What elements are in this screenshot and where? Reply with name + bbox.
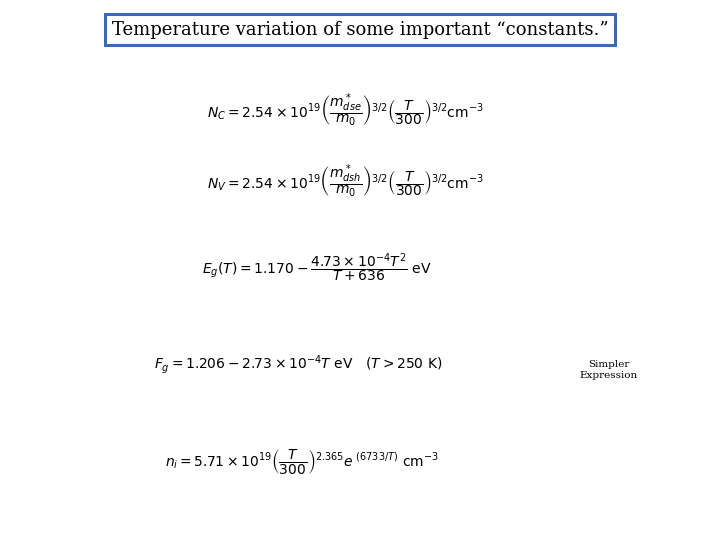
Text: Temperature variation of some important “constants.”: Temperature variation of some important … xyxy=(112,21,608,39)
Text: Simpler
Expression: Simpler Expression xyxy=(580,360,637,380)
Text: $E_g(T) = 1.170 - \dfrac{4.73 \times 10^{-4} T^2}{T + 636} \ \mathrm{eV}$: $E_g(T) = 1.170 - \dfrac{4.73 \times 10^… xyxy=(202,251,432,284)
Text: $N_V = 2.54 \times 10^{19} \left(\dfrac{m^*_{dsh}}{m_0}\right)^{3/2} \left(\dfra: $N_V = 2.54 \times 10^{19} \left(\dfrac{… xyxy=(207,162,484,200)
Text: $N_C = 2.54 \times 10^{19} \left(\dfrac{m^*_{dse}}{m_0}\right)^{3/2} \left(\dfra: $N_C = 2.54 \times 10^{19} \left(\dfrac{… xyxy=(207,92,484,130)
Text: $F_g = 1.206 - 2.73 \times 10^{-4} T \ \mathrm{eV} \quad (T > 250 \ \mathrm{K})$: $F_g = 1.206 - 2.73 \times 10^{-4} T \ \… xyxy=(155,353,443,376)
Text: $n_i = 5.71 \times 10^{19} \left(\dfrac{T}{300}\right)^{2.365} e^{\ (6733/T)} \ : $n_i = 5.71 \times 10^{19} \left(\dfrac{… xyxy=(166,447,439,476)
